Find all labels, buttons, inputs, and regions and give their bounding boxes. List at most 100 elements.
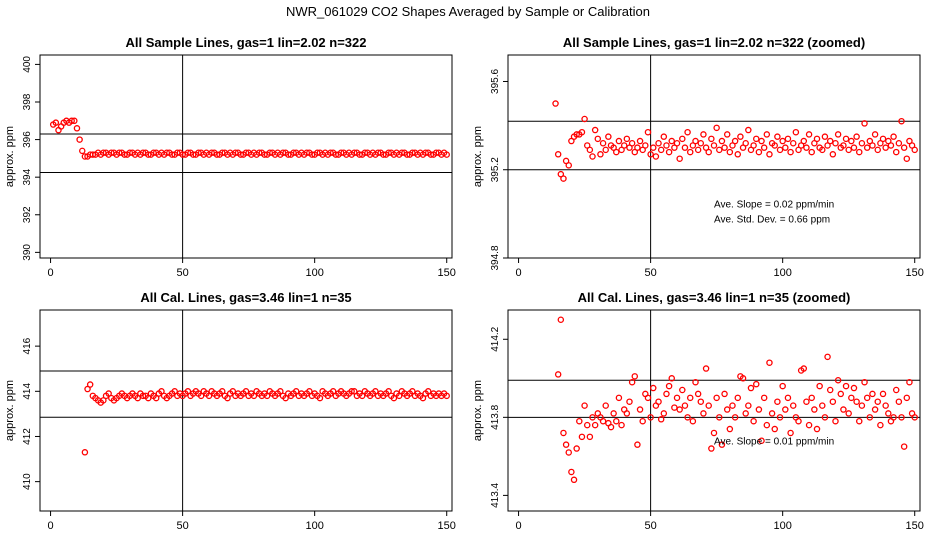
chart-4-point-35: [644, 394, 652, 402]
chart-1-point-50: [179, 151, 186, 158]
chart-3-point-90: [316, 394, 324, 402]
chart-4-point-75: [750, 417, 757, 425]
chart-4-point-52: [689, 417, 697, 425]
chart-2-point-37: [647, 151, 654, 158]
chart-3-point-3: [86, 381, 94, 388]
chart-2-frame: [507, 54, 921, 259]
chart-2-point-133: [900, 144, 908, 151]
chart-2-point-62: [713, 124, 720, 132]
chart-4-point-22: [610, 410, 617, 417]
chart-1-point-108: [332, 151, 340, 158]
chart-4-point-77: [755, 406, 763, 413]
chart-2-point-52: [686, 148, 694, 156]
chart-4-point-125: [882, 402, 889, 409]
chart-1-point-88: [279, 149, 287, 156]
chart-1-title: All Sample Lines, gas=1 lin=2.02 n=322: [126, 35, 367, 50]
chart-3-point-138: [443, 392, 450, 400]
chart-3-point-125: [409, 388, 416, 395]
chart-3-point-95: [329, 388, 337, 395]
chart-2-point-105: [826, 137, 834, 145]
chart-2-point-50: [681, 144, 689, 151]
chart-2-point-36: [644, 128, 652, 136]
chart-4-point-62: [716, 414, 723, 421]
chart-1-point-9: [71, 117, 78, 125]
chart-2-point-35: [642, 142, 649, 149]
chart-2-annotation-1: Ave. Slope = 0.02 ppm/min: [714, 199, 834, 210]
chart-2-point-12: [581, 115, 588, 123]
chart-2-point-128: [887, 142, 895, 149]
chart-4-point-83: [771, 425, 778, 433]
chart-4-point-88: [784, 394, 792, 402]
chart-4-point-29: [628, 378, 636, 386]
chart-2-point-113: [848, 137, 855, 145]
chart-4-point-134: [906, 378, 913, 386]
chart-2-point-60: [708, 135, 715, 143]
chart-3-title: All Cal. Lines, gas=3.46 lin=1 n=35: [140, 290, 351, 305]
chart-1-point-20: [100, 149, 107, 156]
chart-2-title: All Sample Lines, gas=1 lin=2.02 n=322 (…: [563, 35, 865, 50]
chart-2-point-17: [594, 135, 602, 143]
chart-2-point-118: [861, 120, 868, 127]
chart-2-point-74: [745, 126, 752, 134]
chart-2-ytick-label-395.2: 395.2: [490, 157, 501, 182]
chart-1-point-135: [403, 151, 411, 158]
chart-4-ytick-label-414.2: 414.2: [490, 326, 501, 351]
chart-1-point-124: [374, 149, 382, 156]
chart-4-point-69: [734, 394, 742, 402]
chart-2-point-121: [869, 142, 876, 149]
chart-1-point-79: [255, 149, 263, 156]
chart-4-point-99: [813, 425, 821, 433]
chart-2-point-4: [560, 175, 567, 182]
chart-4-point-129: [892, 386, 900, 394]
chart-3-point-57: [229, 388, 237, 395]
chart-3-point-118: [390, 394, 398, 402]
chart-4-point-66: [726, 425, 734, 433]
chart-2-point-18: [597, 151, 604, 158]
chart-1-point-8: [68, 117, 75, 125]
chart-3-frame: [39, 309, 453, 512]
chart-2-point-112: [845, 146, 852, 154]
chart-1-point-119: [361, 149, 369, 156]
chart-4-point-9: [576, 417, 583, 425]
chart-4-ytick-label-413.4: 413.4: [490, 482, 501, 507]
chart-4-xtick-label-100: 100: [773, 520, 791, 532]
chart-3-xtick-label-0: 0: [48, 520, 54, 532]
chart-2-point-44: [665, 148, 673, 156]
chart-1-point-128: [385, 149, 392, 156]
chart-3-point-30: [158, 388, 165, 395]
chart-4-xtick-label-0: 0: [516, 520, 522, 532]
chart-2-point-66: [723, 131, 731, 138]
chart-2-point-107: [832, 140, 839, 147]
chart-2-point-38: [650, 144, 657, 151]
chart-2-point-84: [771, 142, 778, 149]
chart-2-point-57: [700, 131, 707, 138]
chart-1-point-61: [208, 149, 215, 156]
chart-3-ytick-label-416: 416: [22, 337, 33, 354]
chart-3-point-25: [145, 394, 152, 402]
chart-4-point-71: [739, 375, 747, 382]
chart-4-point-109: [840, 406, 847, 413]
chart-4-point-86: [779, 382, 786, 390]
chart-2-point-98: [808, 148, 815, 156]
chart-1-point-81: [261, 151, 268, 158]
chart-4-point-61: [713, 394, 720, 402]
chart-4-point-5: [565, 449, 572, 456]
chart-2-point-122: [871, 131, 879, 138]
chart-4-annotation-1: Ave. Slope = 0.01 ppm/min: [714, 437, 834, 448]
chart-2-point-126: [882, 144, 889, 151]
chart-2-point-96: [803, 144, 810, 151]
chart-2-point-21: [605, 133, 612, 140]
chart-4-ytick-label-413.8: 413.8: [490, 404, 501, 429]
chart-2-point-47: [673, 140, 681, 147]
chart-4-title: All Cal. Lines, gas=3.46 lin=1 n=35 (zoo…: [578, 290, 851, 305]
chart-4-point-8: [573, 445, 580, 452]
chart-2-point-15: [589, 153, 596, 160]
chart-4-point-130: [895, 398, 903, 405]
chart-4-point-14: [589, 414, 596, 421]
chart-4-point-108: [837, 390, 845, 398]
chart-4-point-131: [898, 414, 905, 421]
chart-2-annotation-2: Ave. Std. Dev. = 0.66 ppm: [714, 215, 830, 226]
chart-4-point-111: [845, 410, 852, 417]
chart-1-point-13: [81, 153, 89, 160]
chart-4-point-121: [871, 406, 879, 413]
